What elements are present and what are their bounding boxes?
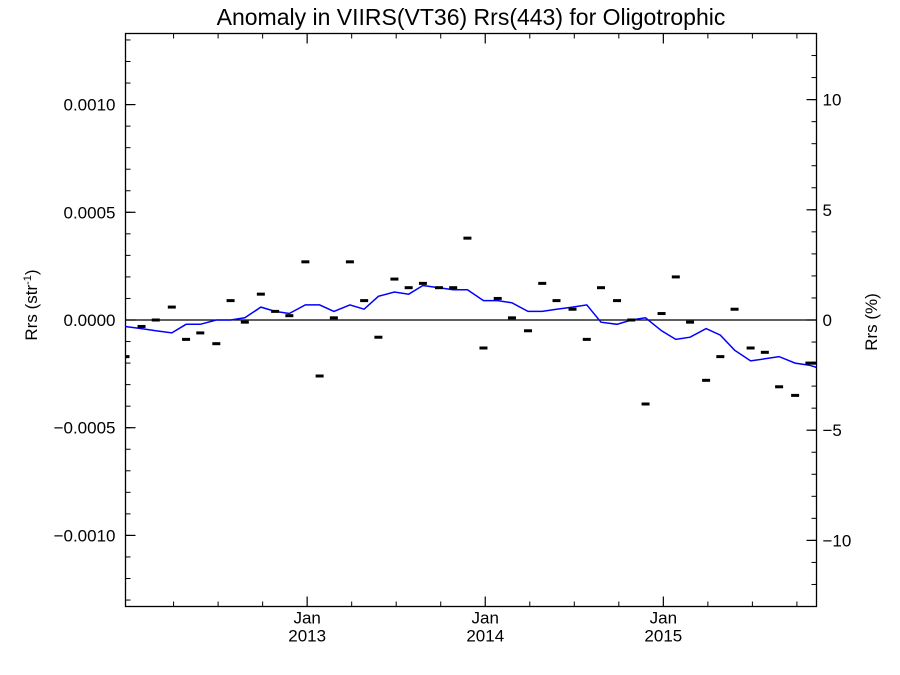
- chart-title: Anomaly in VIIRS(VT36) Rrs(443) for Olig…: [217, 4, 726, 30]
- x-tick-label-month: Jan: [293, 609, 320, 628]
- y-axis-label: Rrs (str-1): [22, 269, 41, 340]
- y-tick-label: −0.0010: [54, 526, 116, 545]
- y-tick-label: 0.0005: [64, 203, 116, 222]
- y2-tick-label: −10: [823, 531, 852, 550]
- y-tick-label: 0.0000: [64, 311, 116, 330]
- x-tick-label-month: Jan: [650, 609, 677, 628]
- series-line-layer: [125, 284, 817, 369]
- series-markers-layer: [125, 236, 817, 406]
- x-tick-label-month: Jan: [472, 609, 499, 628]
- axis-ticks-layer: 0.0010 0.0005 0.0000 −0.0005 −0.0010 10 5 0 −5 −1…: [54, 33, 852, 646]
- y2-axis-label: Rrs (%): [862, 293, 881, 351]
- x-tick-label-year: 2014: [466, 627, 504, 646]
- series-line: [125, 284, 817, 369]
- x-tick-label-year: 2013: [288, 627, 326, 646]
- x-tick-label-year: 2015: [644, 627, 682, 646]
- y2-tick-label: 5: [823, 201, 832, 220]
- y2-tick-label: 0: [823, 311, 832, 330]
- y-tick-label: 0.0010: [64, 96, 116, 115]
- y-tick-label: −0.0005: [54, 419, 116, 438]
- y2-tick-label: 10: [823, 91, 842, 110]
- y2-tick-label: −5: [823, 421, 842, 440]
